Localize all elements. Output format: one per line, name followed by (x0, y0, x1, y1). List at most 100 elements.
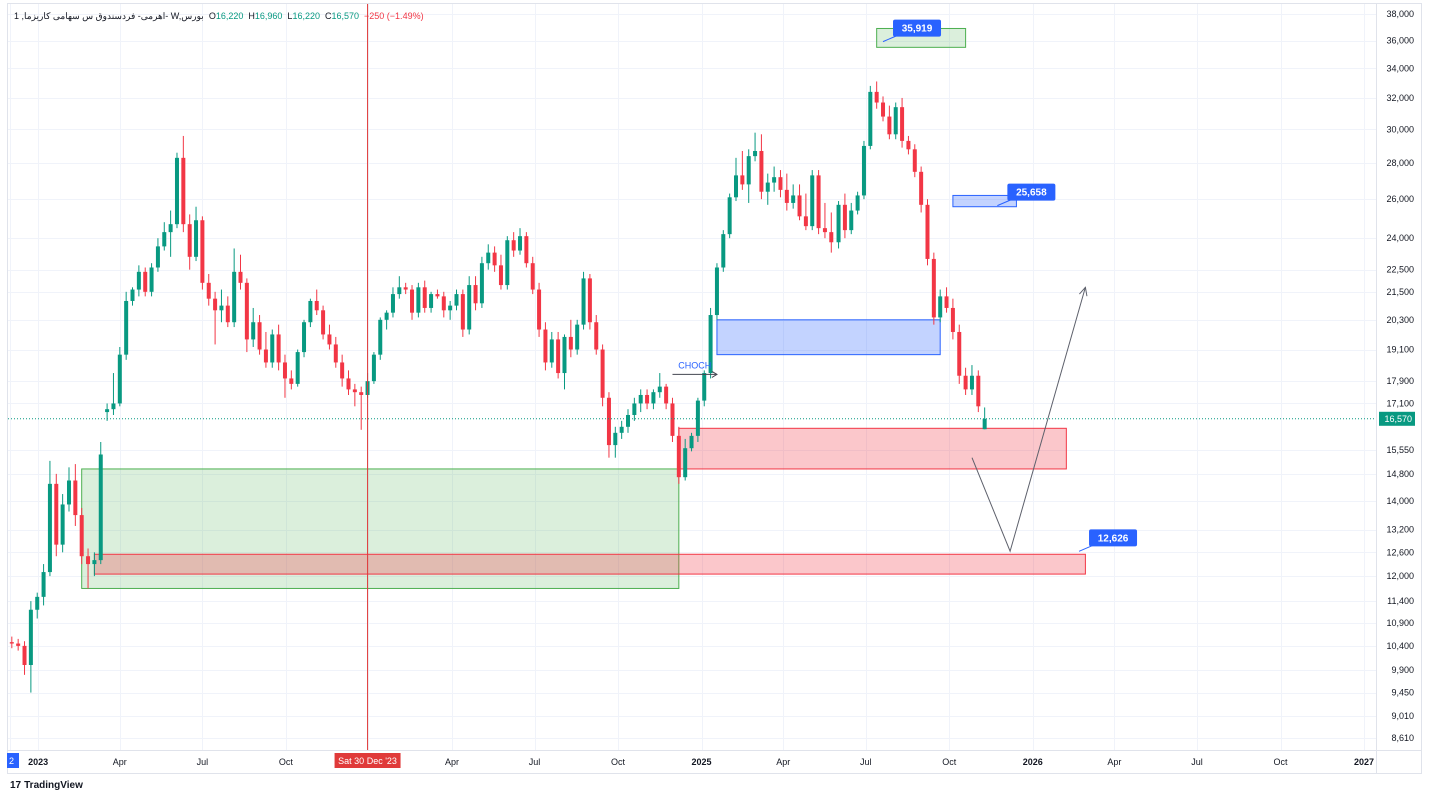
candle-body[interactable] (759, 150, 764, 192)
candle-body[interactable] (467, 285, 472, 330)
candle-body[interactable] (556, 339, 561, 374)
candle-body[interactable] (829, 232, 834, 243)
candle-body[interactable] (206, 282, 211, 299)
candle-body[interactable] (505, 240, 510, 286)
candle-body[interactable] (460, 294, 465, 330)
candle-body[interactable] (893, 107, 898, 135)
candle-body[interactable] (810, 175, 815, 227)
candle-body[interactable] (518, 236, 523, 251)
candle-body[interactable] (626, 414, 631, 427)
candle-body[interactable] (111, 403, 116, 410)
candle-body[interactable] (359, 392, 364, 395)
candle-body[interactable] (543, 329, 548, 363)
candle-body[interactable] (619, 426, 624, 433)
candle-body[interactable] (575, 324, 580, 350)
candle-body[interactable] (251, 322, 256, 340)
candle-body[interactable] (498, 265, 503, 286)
candle-body[interactable] (581, 278, 586, 325)
candle-body[interactable] (753, 150, 758, 157)
candle-body[interactable] (124, 300, 129, 355)
candle-body[interactable] (562, 336, 567, 374)
candle-body[interactable] (714, 267, 719, 316)
candle-body[interactable] (282, 362, 287, 379)
candle-body[interactable] (670, 403, 675, 436)
candle-body[interactable] (906, 140, 911, 150)
candle-body[interactable] (16, 643, 21, 646)
candle-body[interactable] (22, 645, 27, 665)
candle-body[interactable] (333, 344, 338, 363)
candle-body[interactable] (289, 378, 294, 384)
candle-body[interactable] (479, 263, 484, 304)
candle-body[interactable] (587, 278, 592, 323)
candle-body[interactable] (976, 375, 981, 407)
candle-body[interactable] (695, 400, 700, 436)
candle-body[interactable] (861, 145, 866, 196)
candle-body[interactable] (346, 378, 351, 390)
candle-body[interactable] (384, 312, 389, 320)
zone-zone-blue[interactable] (716, 319, 941, 356)
candle-body[interactable] (683, 448, 688, 478)
candle-body[interactable] (149, 267, 154, 292)
candle-body[interactable] (944, 296, 949, 308)
candle-body[interactable] (645, 394, 650, 404)
candle-body[interactable] (855, 195, 860, 211)
candle-body[interactable] (308, 300, 313, 323)
candle-body[interactable] (327, 334, 332, 345)
candle-body[interactable] (791, 195, 796, 203)
candle-body[interactable] (187, 224, 192, 257)
candle-body[interactable] (772, 177, 777, 183)
candle-body[interactable] (524, 236, 529, 264)
candle-body[interactable] (606, 397, 611, 446)
candle-body[interactable] (784, 189, 789, 203)
candle-body[interactable] (727, 197, 732, 235)
candle-body[interactable] (60, 504, 65, 545)
candle-body[interactable] (54, 483, 59, 545)
candle-body[interactable] (174, 157, 179, 225)
zone-supply-red[interactable] (93, 553, 1086, 575)
price-callout-box[interactable] (1089, 529, 1138, 547)
candle-body[interactable] (816, 175, 821, 229)
candle-body[interactable] (874, 91, 879, 103)
candle-body[interactable] (689, 435, 694, 449)
candle-body[interactable] (734, 175, 739, 198)
candle-body[interactable] (925, 204, 930, 259)
candle-body[interactable] (657, 386, 662, 393)
candle-body[interactable] (454, 294, 459, 306)
candle-body[interactable] (155, 246, 160, 268)
candle-body[interactable] (397, 287, 402, 295)
price-callout-box[interactable] (893, 19, 942, 37)
candle-body[interactable] (868, 91, 873, 146)
candle-body[interactable] (638, 394, 643, 404)
candle-body[interactable] (117, 354, 122, 404)
candle-body[interactable] (441, 296, 446, 311)
candle-body[interactable] (276, 334, 281, 363)
candle-body[interactable] (86, 556, 91, 565)
candle-body[interactable] (568, 336, 573, 350)
candle-body[interactable] (213, 298, 218, 311)
candle-body[interactable] (105, 409, 110, 413)
candle-body[interactable] (702, 373, 707, 401)
candle-body[interactable] (849, 210, 854, 231)
candle-body[interactable] (600, 349, 605, 398)
candle-body[interactable] (422, 287, 427, 308)
candle-body[interactable] (352, 389, 357, 393)
candle-body[interactable] (982, 418, 987, 430)
candle-body[interactable] (371, 354, 376, 382)
candle-body[interactable] (797, 195, 802, 217)
candle-body[interactable] (957, 331, 962, 376)
candle-body[interactable] (416, 287, 421, 313)
candle-body[interactable] (594, 322, 599, 350)
candle-body[interactable] (721, 234, 726, 268)
candle-body[interactable] (257, 322, 262, 350)
candle-body[interactable] (232, 271, 237, 323)
candle-body[interactable] (938, 296, 943, 318)
candle-body[interactable] (473, 285, 478, 304)
candle-body[interactable] (66, 480, 71, 505)
time-axis[interactable]: 2 2023 Apr Jul Oct Sat 30 Dec '23 Apr Jul Oct 202… (7, 753, 1374, 768)
candle-body[interactable] (162, 232, 167, 247)
candle-body[interactable] (136, 271, 141, 290)
candle-body[interactable] (200, 220, 205, 283)
candle-body[interactable] (969, 375, 974, 390)
candle-body[interactable] (340, 362, 345, 379)
zone-zone-blue[interactable] (952, 194, 1017, 208)
